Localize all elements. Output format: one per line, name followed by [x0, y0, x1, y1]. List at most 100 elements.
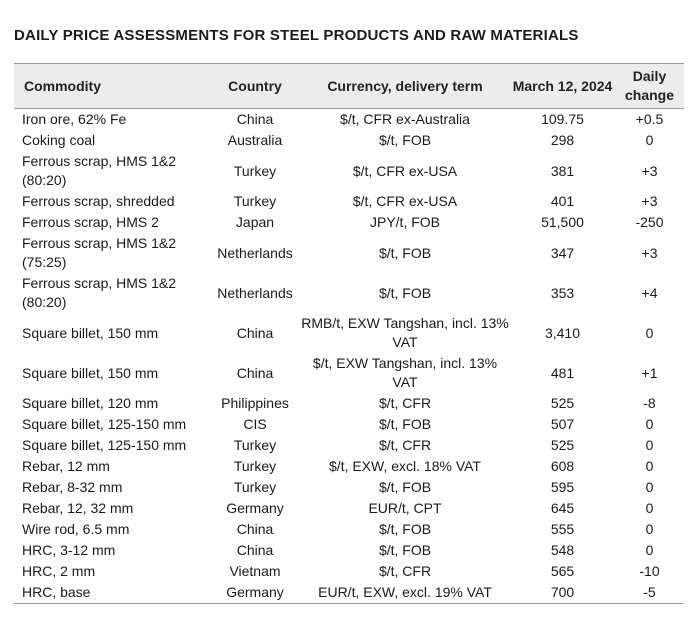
country-cell: Netherlands [217, 284, 293, 301]
commodity-cell: Iron ore, 62% Fe [22, 111, 127, 127]
header-daily-change: Daily change [624, 68, 674, 103]
table-row: Coking coal Australia $/t, FOB 298 0 [14, 130, 684, 151]
term-cell: JPY/t, FOB [369, 214, 440, 230]
table-row: Rebar, 12, 32 mm Germany EUR/t, CPT 645 … [14, 498, 684, 519]
table-row: HRC, 3-12 mm China $/t, FOB 548 0 [14, 540, 684, 561]
price-cell: 481 [550, 364, 575, 381]
term-cell: $/t, CFR [378, 437, 432, 453]
term-cell: $/t, CFR [378, 395, 432, 411]
table-row: Square billet, 150 mm China $/t, EXW Tan… [14, 353, 684, 393]
table-row: Iron ore, 62% Fe China $/t, CFR ex-Austr… [14, 109, 684, 130]
price-cell: 507 [550, 416, 575, 432]
price-cell: 353 [550, 284, 575, 301]
price-cell: 548 [550, 542, 575, 558]
country-cell: China [236, 324, 274, 341]
commodity-cell: Rebar, 12 mm [22, 458, 110, 474]
term-cell: RMB/t, EXW Tangshan, incl. 13% VAT [301, 315, 509, 350]
table-row: Wire rod, 6.5 mm China $/t, FOB 555 0 [14, 519, 684, 540]
change-cell: -250 [635, 214, 664, 230]
change-cell: 0 [645, 521, 654, 537]
term-cell: EUR/t, CPT [368, 500, 442, 516]
change-cell: 0 [645, 324, 654, 341]
country-cell: Turkey [233, 162, 277, 179]
term-cell: $/t, FOB [378, 521, 432, 537]
price-cell: 347 [550, 244, 575, 261]
commodity-cell: HRC, base [22, 584, 91, 600]
price-cell: 525 [550, 437, 575, 453]
commodity-cell: Ferrous scrap, HMS 2 [22, 214, 159, 230]
change-cell: +3 [641, 193, 658, 209]
term-cell: $/t, FOB [378, 416, 432, 432]
table-row: Square billet, 150 mm China RMB/t, EXW T… [14, 313, 684, 353]
country-cell: Turkey [233, 437, 277, 453]
change-cell: +3 [641, 244, 658, 261]
change-cell: -5 [643, 584, 656, 600]
change-cell: 0 [645, 458, 654, 474]
change-cell: 0 [645, 500, 654, 516]
header-currency-delivery-term: Currency, delivery term [327, 77, 483, 94]
header-commodity: Commodity [24, 77, 101, 94]
change-cell: 0 [645, 542, 654, 558]
change-cell: +0.5 [635, 111, 664, 127]
commodity-cell: Wire rod, 6.5 mm [22, 521, 130, 537]
country-cell: China [236, 521, 274, 537]
table-header-row: Commodity Country Currency, delivery ter… [14, 64, 684, 109]
header-country: Country [228, 77, 282, 94]
commodity-cell: Square billet, 150 mm [22, 324, 159, 341]
price-cell: 401 [550, 193, 575, 209]
table-row: Square billet, 120 mm Philippines $/t, C… [14, 393, 684, 414]
change-cell: +3 [641, 162, 658, 179]
country-cell: Germany [226, 500, 284, 516]
price-cell: 3,410 [544, 324, 581, 341]
commodity-cell: Rebar, 8-32 mm [22, 479, 123, 495]
change-cell: -8 [643, 395, 656, 411]
country-cell: China [236, 542, 274, 558]
term-cell: $/t, FOB [378, 244, 432, 261]
commodity-cell: Ferrous scrap, HMS 1&2 (80:20) [22, 153, 177, 188]
country-cell: Netherlands [217, 244, 293, 261]
table-row: HRC, 2 mm Vietnam $/t, CFR 565 -10 [14, 561, 684, 582]
change-cell: 0 [645, 132, 654, 148]
change-cell: +1 [641, 364, 658, 381]
table-row: Rebar, 12 mm Turkey $/t, EXW, excl. 18% … [14, 456, 684, 477]
commodity-cell: Ferrous scrap, shredded [22, 193, 175, 209]
price-cell: 555 [550, 521, 575, 537]
table-row: Ferrous scrap, HMS 2 Japan JPY/t, FOB 51… [14, 212, 684, 233]
term-cell: EUR/t, EXW, excl. 19% VAT [318, 584, 492, 600]
table-row: Ferrous scrap, HMS 1&2 (80:20) Turkey $/… [14, 151, 684, 191]
price-cell: 700 [550, 584, 575, 600]
change-cell: 0 [645, 416, 654, 432]
term-cell: $/t, FOB [378, 479, 432, 495]
table-row: Ferrous scrap, shredded Turkey $/t, CFR … [14, 191, 684, 212]
term-cell: $/t, FOB [378, 284, 432, 301]
price-cell: 645 [550, 500, 575, 516]
country-cell: China [236, 111, 274, 127]
country-cell: Turkey [233, 458, 277, 474]
price-cell: 595 [550, 479, 575, 495]
term-cell: $/t, EXW, excl. 18% VAT [329, 458, 481, 474]
commodity-cell: Ferrous scrap, HMS 1&2 (80:20) [22, 275, 177, 310]
table-row: HRC, base Germany EUR/t, EXW, excl. 19% … [14, 582, 684, 603]
price-cell: 525 [550, 395, 575, 411]
commodity-cell: Ferrous scrap, HMS 1&2 (75:25) [22, 235, 177, 270]
country-cell: China [236, 364, 274, 381]
commodity-cell: Rebar, 12, 32 mm [22, 500, 134, 516]
country-cell: Vietnam [229, 563, 281, 579]
country-cell: Germany [226, 584, 284, 600]
table-row: Square billet, 125-150 mm CIS $/t, FOB 5… [14, 414, 684, 435]
commodity-cell: Square billet, 125-150 mm [22, 437, 187, 453]
country-cell: Australia [227, 132, 283, 148]
term-cell: $/t, CFR ex-USA [352, 193, 458, 209]
price-cell: 381 [550, 162, 575, 179]
table-row: Square billet, 125-150 mm Turkey $/t, CF… [14, 435, 684, 456]
table-title: DAILY PRICE ASSESSMENTS FOR STEEL PRODUC… [14, 27, 579, 44]
country-cell: CIS [243, 416, 267, 432]
commodity-cell: Square billet, 125-150 mm [22, 416, 187, 432]
term-cell: $/t, CFR ex-USA [352, 162, 458, 179]
term-cell: $/t, FOB [378, 542, 432, 558]
change-cell: 0 [645, 479, 654, 495]
price-cell: 109.75 [541, 111, 584, 127]
term-cell: $/t, CFR ex-Australia [340, 111, 470, 127]
table-row: Ferrous scrap, HMS 1&2 (80:20) Netherlan… [14, 273, 684, 313]
